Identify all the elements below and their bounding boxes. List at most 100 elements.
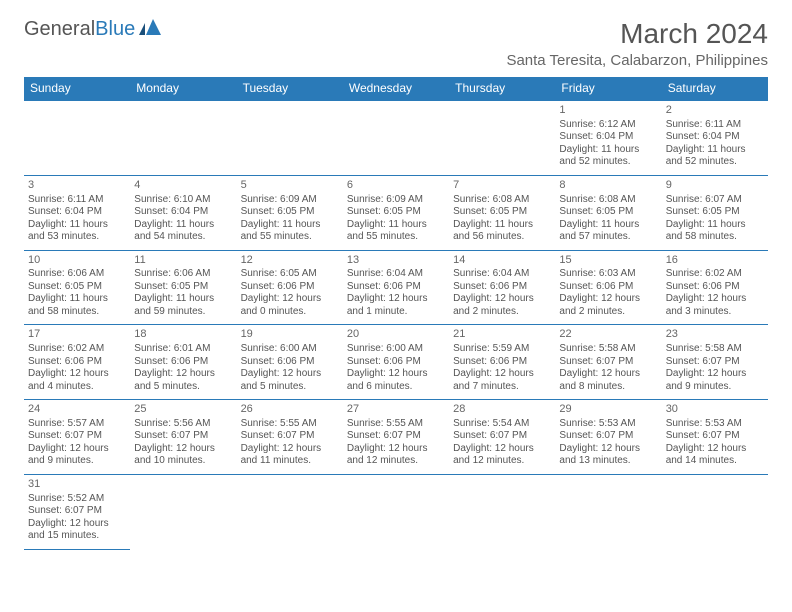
sunset-text: Sunset: 6:04 PM (559, 131, 657, 144)
sunrise-text: Sunrise: 5:58 AM (559, 343, 657, 356)
day-number: 21 (453, 328, 551, 342)
daylight-text: and 59 minutes. (134, 306, 232, 319)
calendar-cell (555, 474, 661, 549)
calendar-cell: 23Sunrise: 5:58 AMSunset: 6:07 PMDayligh… (662, 325, 768, 400)
daylight-text: Daylight: 11 hours (134, 219, 232, 232)
day-number: 30 (666, 403, 764, 417)
sunrise-text: Sunrise: 6:09 AM (241, 194, 339, 207)
calendar-row: 17Sunrise: 6:02 AMSunset: 6:06 PMDayligh… (24, 325, 768, 400)
calendar-cell (662, 474, 768, 549)
calendar-cell: 30Sunrise: 5:53 AMSunset: 6:07 PMDayligh… (662, 400, 768, 475)
day-number: 7 (453, 179, 551, 193)
day-number: 9 (666, 179, 764, 193)
calendar-cell: 18Sunrise: 6:01 AMSunset: 6:06 PMDayligh… (130, 325, 236, 400)
calendar-cell: 13Sunrise: 6:04 AMSunset: 6:06 PMDayligh… (343, 250, 449, 325)
calendar-cell: 6Sunrise: 6:09 AMSunset: 6:05 PMDaylight… (343, 175, 449, 250)
sunset-text: Sunset: 6:05 PM (666, 206, 764, 219)
calendar-cell (237, 100, 343, 175)
logo-text-2: Blue (95, 18, 135, 41)
calendar-cell: 10Sunrise: 6:06 AMSunset: 6:05 PMDayligh… (24, 250, 130, 325)
sunset-text: Sunset: 6:04 PM (134, 206, 232, 219)
calendar-cell (449, 100, 555, 175)
day-number: 1 (559, 104, 657, 118)
sunrise-text: Sunrise: 5:57 AM (28, 418, 126, 431)
daylight-text: and 12 minutes. (453, 455, 551, 468)
day-number: 17 (28, 328, 126, 342)
sunset-text: Sunset: 6:05 PM (241, 206, 339, 219)
sunset-text: Sunset: 6:07 PM (241, 430, 339, 443)
weekday-header: Wednesday (343, 77, 449, 100)
calendar-cell (237, 474, 343, 549)
calendar-cell: 28Sunrise: 5:54 AMSunset: 6:07 PMDayligh… (449, 400, 555, 475)
sunrise-text: Sunrise: 6:00 AM (347, 343, 445, 356)
daylight-text: Daylight: 12 hours (347, 443, 445, 456)
daylight-text: and 55 minutes. (347, 231, 445, 244)
sunset-text: Sunset: 6:05 PM (347, 206, 445, 219)
calendar-cell: 11Sunrise: 6:06 AMSunset: 6:05 PMDayligh… (130, 250, 236, 325)
day-number: 24 (28, 403, 126, 417)
daylight-text: Daylight: 12 hours (28, 518, 126, 531)
daylight-text: Daylight: 11 hours (559, 219, 657, 232)
daylight-text: and 10 minutes. (134, 455, 232, 468)
daylight-text: and 15 minutes. (28, 530, 126, 543)
sunset-text: Sunset: 6:07 PM (559, 356, 657, 369)
calendar-cell: 16Sunrise: 6:02 AMSunset: 6:06 PMDayligh… (662, 250, 768, 325)
daylight-text: and 7 minutes. (453, 381, 551, 394)
day-number: 15 (559, 254, 657, 268)
day-number: 13 (347, 254, 445, 268)
location-subtitle: Santa Teresita, Calabarzon, Philippines (24, 52, 768, 69)
daylight-text: and 0 minutes. (241, 306, 339, 319)
calendar-cell (130, 474, 236, 549)
daylight-text: Daylight: 12 hours (559, 443, 657, 456)
calendar-cell: 2Sunrise: 6:11 AMSunset: 6:04 PMDaylight… (662, 100, 768, 175)
calendar-row: 24Sunrise: 5:57 AMSunset: 6:07 PMDayligh… (24, 400, 768, 475)
daylight-text: and 53 minutes. (28, 231, 126, 244)
sunrise-text: Sunrise: 6:04 AM (347, 268, 445, 281)
daylight-text: Daylight: 11 hours (666, 144, 764, 157)
sunrise-text: Sunrise: 5:54 AM (453, 418, 551, 431)
daylight-text: Daylight: 11 hours (666, 219, 764, 232)
logo-text-1: General (24, 18, 95, 41)
day-number: 27 (347, 403, 445, 417)
daylight-text: and 6 minutes. (347, 381, 445, 394)
sunset-text: Sunset: 6:07 PM (134, 430, 232, 443)
sunrise-text: Sunrise: 5:53 AM (666, 418, 764, 431)
sunset-text: Sunset: 6:07 PM (347, 430, 445, 443)
calendar-cell: 15Sunrise: 6:03 AMSunset: 6:06 PMDayligh… (555, 250, 661, 325)
daylight-text: and 52 minutes. (559, 156, 657, 169)
calendar-cell (343, 474, 449, 549)
daylight-text: Daylight: 12 hours (453, 368, 551, 381)
daylight-text: Daylight: 12 hours (347, 293, 445, 306)
daylight-text: and 2 minutes. (453, 306, 551, 319)
daylight-text: Daylight: 12 hours (666, 368, 764, 381)
sunset-text: Sunset: 6:06 PM (347, 281, 445, 294)
daylight-text: Daylight: 12 hours (559, 368, 657, 381)
sunrise-text: Sunrise: 6:02 AM (666, 268, 764, 281)
day-number: 6 (347, 179, 445, 193)
sunrise-text: Sunrise: 6:11 AM (666, 119, 764, 132)
calendar-cell: 31Sunrise: 5:52 AMSunset: 6:07 PMDayligh… (24, 474, 130, 549)
sunrise-text: Sunrise: 6:08 AM (559, 194, 657, 207)
daylight-text: Daylight: 12 hours (134, 368, 232, 381)
sunset-text: Sunset: 6:07 PM (28, 505, 126, 518)
day-number: 18 (134, 328, 232, 342)
sunrise-text: Sunrise: 6:06 AM (28, 268, 126, 281)
sunrise-text: Sunrise: 6:04 AM (453, 268, 551, 281)
day-number: 29 (559, 403, 657, 417)
weekday-header: Thursday (449, 77, 555, 100)
daylight-text: and 12 minutes. (347, 455, 445, 468)
logo: GeneralBlue (24, 18, 163, 41)
calendar-row: 10Sunrise: 6:06 AMSunset: 6:05 PMDayligh… (24, 250, 768, 325)
sunrise-text: Sunrise: 5:56 AM (134, 418, 232, 431)
day-number: 3 (28, 179, 126, 193)
sunset-text: Sunset: 6:06 PM (241, 356, 339, 369)
day-number: 26 (241, 403, 339, 417)
sunset-text: Sunset: 6:06 PM (241, 281, 339, 294)
daylight-text: Daylight: 12 hours (28, 368, 126, 381)
day-number: 11 (134, 254, 232, 268)
sunrise-text: Sunrise: 6:12 AM (559, 119, 657, 132)
daylight-text: Daylight: 12 hours (666, 443, 764, 456)
daylight-text: and 52 minutes. (666, 156, 764, 169)
calendar-cell: 1Sunrise: 6:12 AMSunset: 6:04 PMDaylight… (555, 100, 661, 175)
calendar-cell: 29Sunrise: 5:53 AMSunset: 6:07 PMDayligh… (555, 400, 661, 475)
